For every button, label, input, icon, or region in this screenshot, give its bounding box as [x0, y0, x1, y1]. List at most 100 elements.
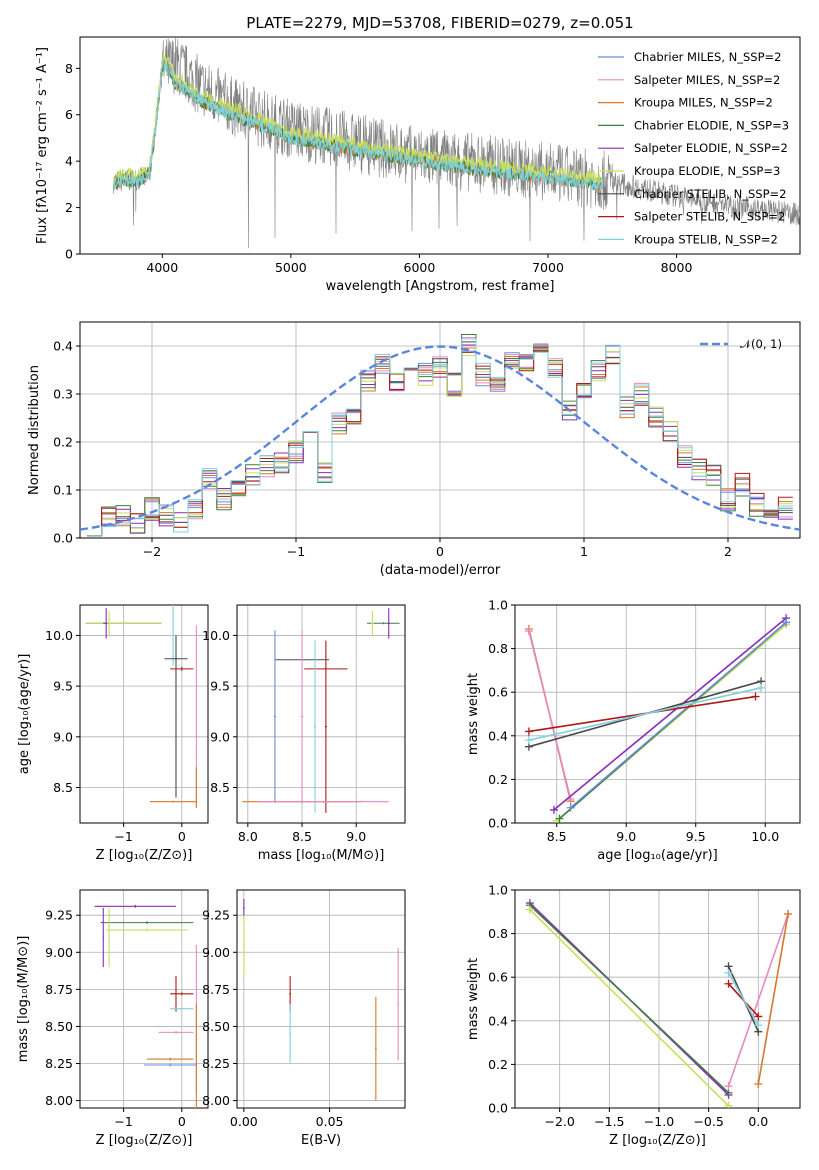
y-tick-label: 8: [65, 61, 73, 76]
x-tick-label: 10.0: [751, 829, 779, 844]
mass_vs_ebv-frame: [236, 889, 406, 1109]
mass_vs_z-frame: [79, 889, 209, 1109]
x-tick-label: 4000: [146, 260, 178, 275]
y-tick-label: 8.25: [202, 1056, 230, 1071]
y-tick-label: 0.6: [488, 970, 508, 985]
x-tick-label: 0: [178, 829, 186, 844]
y-axis-label: age [log₁₀(age/yr)]: [17, 654, 32, 775]
model-spectrum-kroupa_elodie: [112, 52, 603, 186]
weight_vs_z-frame: [514, 889, 801, 1109]
x-tick-label: −0.5: [693, 1114, 723, 1129]
y-tick-label: 1.0: [488, 883, 508, 898]
weight-marker: [784, 909, 793, 918]
legend-label: Salpeter MILES, N_SSP=2: [634, 73, 780, 87]
y-tick-label: 9.0: [210, 729, 230, 744]
y-tick-label: 10.0: [45, 628, 73, 643]
y-tick-label: 8.5: [210, 780, 230, 795]
x-tick-label: −1: [287, 544, 305, 559]
x-axis-label: mass [log₁₀(M/M⊙)]: [258, 848, 385, 863]
x-tick-label: 6000: [404, 260, 436, 275]
x-tick-label: 0.0: [748, 1114, 768, 1129]
x-tick-label: −2.0: [545, 1114, 575, 1129]
x-tick-label: 0: [436, 544, 444, 559]
clip-res-group: [80, 334, 800, 537]
y-tick-label: 8.00: [202, 1093, 230, 1108]
x-axis-label: age [log₁₀(age/yr)]: [597, 848, 718, 863]
legend-label: Kroupa MILES, N_SSP=2: [634, 96, 773, 110]
legend-label: Salpeter STELIB, N_SSP=2: [634, 210, 785, 224]
y-tick-label: 0.6: [488, 685, 508, 700]
y-tick-label: 0.0: [53, 531, 73, 546]
histogram-kroupa_elodie: [87, 348, 793, 537]
y-axis-label: mass [log₁₀(M/M⊙)]: [16, 936, 31, 1063]
x-tick-label: −1.0: [644, 1114, 674, 1129]
y-tick-label: 10.0: [202, 628, 230, 643]
weight-marker: [754, 1021, 763, 1030]
x-tick-label: 1: [580, 544, 588, 559]
weight-marker: [524, 736, 533, 745]
weight-marker: [549, 805, 558, 814]
y-tick-label: 9.0: [53, 729, 73, 744]
y-tick-label: 0.4: [488, 728, 508, 743]
x-tick-label: 0: [178, 1114, 186, 1129]
weight-marker: [724, 968, 733, 977]
x-tick-label: 8.0: [238, 829, 258, 844]
weight-marker: [524, 627, 533, 636]
weight-line-kroupa_stelib: [528, 687, 762, 741]
x-tick-label: 7000: [532, 260, 564, 275]
clip-age_vs_z-group: [85, 605, 197, 808]
y-tick-label: 8.50: [202, 1019, 230, 1034]
y-tick-label: 9.25: [202, 908, 230, 923]
weight-line-kroupa_elodie: [529, 909, 730, 1107]
weight-marker: [525, 905, 534, 914]
x-axis-label: E(B-V): [301, 1133, 341, 1148]
y-axis-label: Flux [fλ10⁻¹⁷ erg cm⁻² s⁻¹ A⁻¹]: [35, 47, 50, 244]
age_vs_z-frame: [79, 604, 209, 824]
x-tick-label: −1.5: [594, 1114, 624, 1129]
y-tick-label: 9.25: [45, 908, 73, 923]
clip-mass_vs_z-group: [94, 904, 197, 1108]
y-tick-label: 8.25: [45, 1056, 73, 1071]
y-axis-label: mass weight: [466, 673, 481, 755]
weight-line-kroupa_miles: [757, 913, 789, 1085]
legend-label: Salpeter ELODIE, N_SSP=2: [634, 141, 788, 155]
y-tick-label: 0.4: [488, 1013, 508, 1028]
x-tick-label: 8.5: [547, 829, 567, 844]
x-axis-label: (data-model)/error: [380, 563, 501, 578]
y-tick-label: 8.75: [45, 982, 73, 997]
y-tick-label: 9.00: [202, 945, 230, 960]
histogram-chabrier_stelib: [87, 341, 793, 537]
y-tick-label: 0.1: [53, 483, 73, 498]
weight-line-salpeter_miles: [727, 913, 789, 1087]
chart-title: PLATE=2279, MJD=53708, FIBERID=0279, z=0…: [246, 14, 633, 32]
weight-marker: [724, 1082, 733, 1091]
weight-marker: [724, 1101, 733, 1108]
y-tick-label: 9.00: [45, 945, 73, 960]
y-tick-label: 0.3: [53, 387, 73, 402]
histogram-salpeter_stelib: [87, 350, 793, 537]
age_vs_mass-frame: [236, 604, 406, 824]
legend-label: Chabrier STELIB, N_SSP=2: [634, 187, 786, 201]
y-tick-label: 0.2: [488, 772, 508, 787]
legend-label: Kroupa STELIB, N_SSP=2: [634, 232, 778, 246]
y-tick-label: 8.75: [202, 982, 230, 997]
y-tick-label: 1.0: [488, 598, 508, 613]
weight-marker: [754, 1080, 763, 1089]
normal-curve: [80, 345, 800, 531]
x-tick-label: 9.0: [346, 829, 366, 844]
x-tick-label: −2: [143, 544, 161, 559]
x-tick-label: 8000: [661, 260, 693, 275]
x-tick-label: −1: [114, 1114, 132, 1129]
legend-label: Chabrier ELODIE, N_SSP=3: [634, 118, 789, 132]
weight-marker: [724, 979, 733, 988]
legend-label: 𝒩(0, 1): [740, 337, 782, 351]
weight-line-salpeter_elodie: [553, 617, 787, 811]
clip-age_vs_mass-group: [242, 608, 400, 813]
y-tick-label: 0.0: [488, 816, 508, 831]
clip-mass_vs_ebv-group: [243, 898, 399, 1101]
weight-marker: [566, 803, 575, 812]
y-tick-label: 0.8: [488, 926, 508, 941]
x-tick-label: 8.5: [292, 829, 312, 844]
y-tick-label: 8.00: [45, 1093, 73, 1108]
